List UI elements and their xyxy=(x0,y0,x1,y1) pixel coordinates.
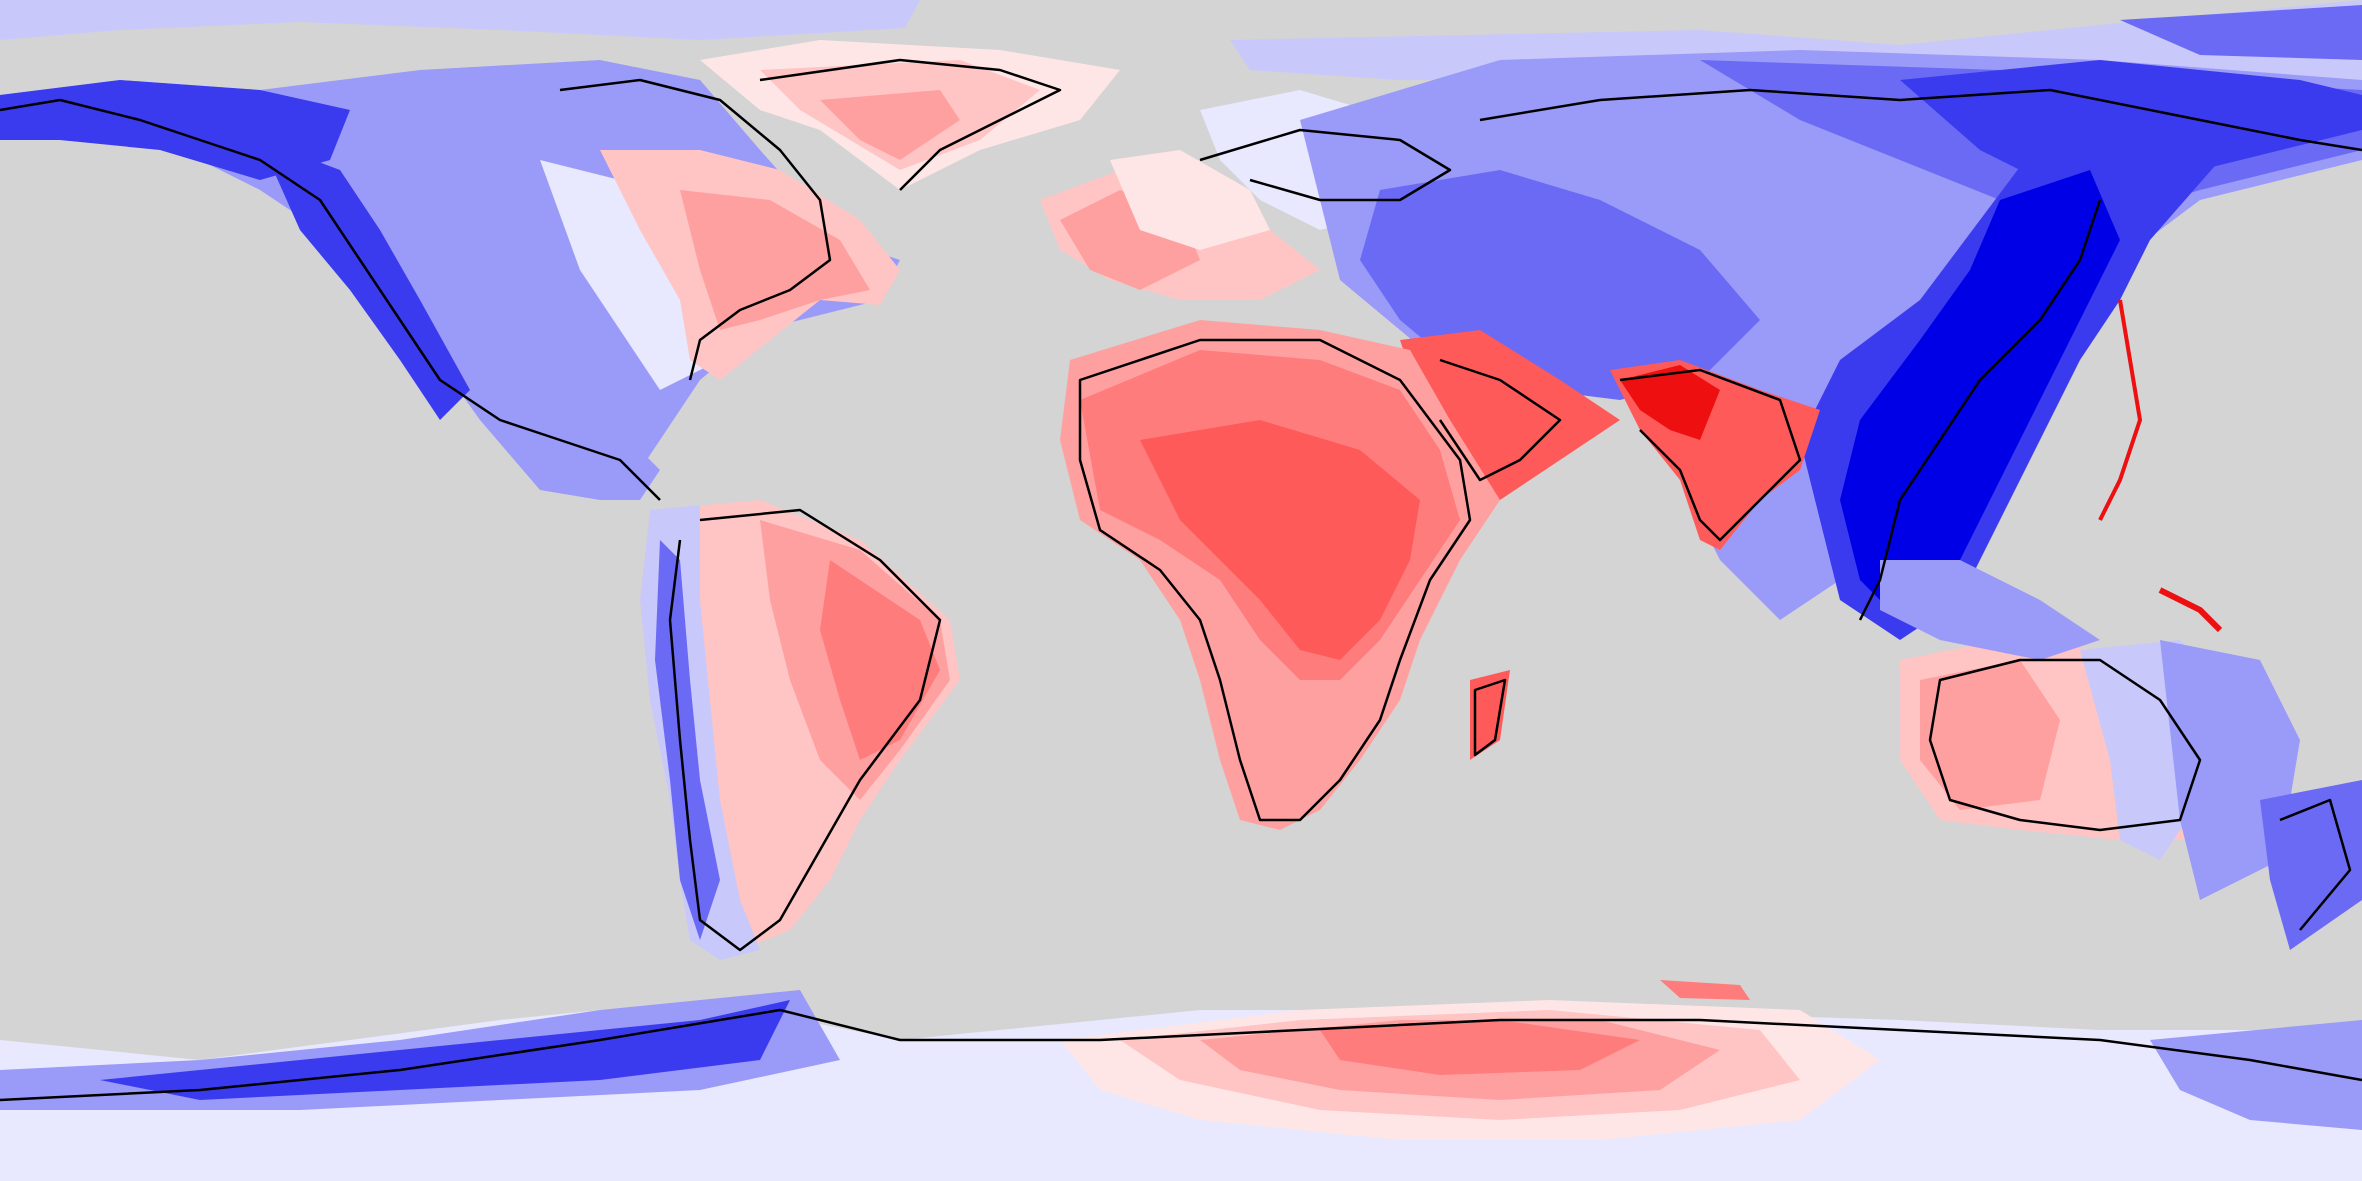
kerguelen-highlight xyxy=(1660,980,1750,1000)
north-america xyxy=(0,60,900,500)
new-guinea-highlight xyxy=(2158,587,2223,633)
india xyxy=(1610,360,1820,550)
africa xyxy=(1060,320,1510,830)
antarctica xyxy=(0,990,2362,1181)
coastlines xyxy=(0,58,2362,1102)
japan-trench-highlight xyxy=(2098,299,2143,521)
oceania xyxy=(1880,560,2362,950)
greenland xyxy=(700,40,1120,190)
asia xyxy=(1300,50,2362,640)
